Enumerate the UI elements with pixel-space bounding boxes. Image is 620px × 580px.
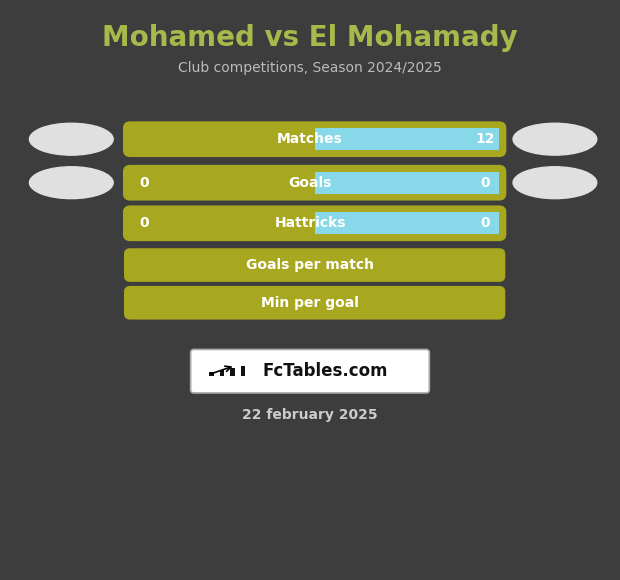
Bar [314, 212, 499, 234]
Ellipse shape [29, 124, 113, 155]
Text: 0: 0 [480, 216, 490, 230]
Text: 22 february 2025: 22 february 2025 [242, 408, 378, 422]
Ellipse shape [29, 167, 113, 198]
Text: 0: 0 [480, 176, 490, 190]
Text: Goals: Goals [288, 176, 332, 190]
Bar [230, 368, 234, 376]
FancyBboxPatch shape [124, 122, 505, 156]
Text: Goals per match: Goals per match [246, 258, 374, 272]
Bar [209, 372, 213, 376]
Text: 0: 0 [139, 176, 149, 190]
Bar [241, 366, 245, 376]
FancyBboxPatch shape [124, 206, 505, 240]
Text: Hattricks: Hattricks [274, 216, 346, 230]
Text: FcTables.com: FcTables.com [263, 362, 388, 380]
Bar [219, 369, 224, 376]
Text: Min per goal: Min per goal [261, 296, 359, 310]
Ellipse shape [513, 167, 596, 198]
Text: Matches: Matches [277, 132, 343, 146]
Text: Mohamed vs El Mohamady: Mohamed vs El Mohamady [102, 24, 518, 52]
FancyBboxPatch shape [124, 166, 505, 200]
Text: 12: 12 [476, 132, 495, 146]
Ellipse shape [513, 124, 596, 155]
FancyBboxPatch shape [124, 286, 505, 320]
Text: 0: 0 [139, 216, 149, 230]
FancyBboxPatch shape [124, 248, 505, 282]
Bar [314, 172, 499, 194]
FancyBboxPatch shape [191, 349, 429, 393]
Text: Club competitions, Season 2024/2025: Club competitions, Season 2024/2025 [178, 61, 442, 75]
Bar [314, 128, 499, 150]
